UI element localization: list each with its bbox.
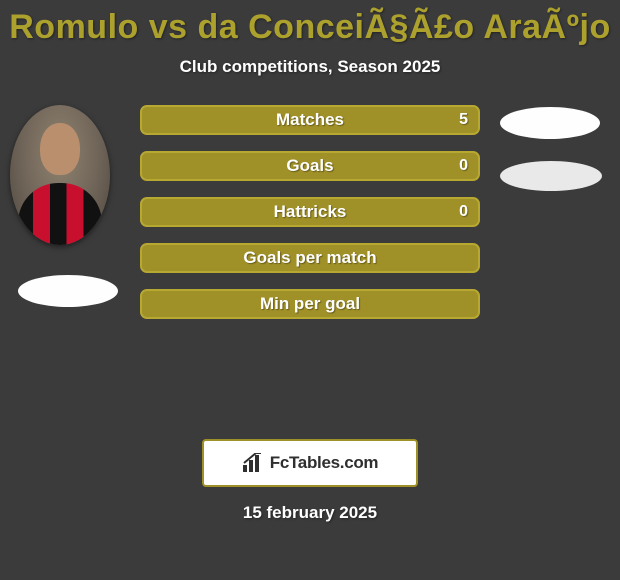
stat-bar-hattricks: Hattricks 0 [140,197,480,227]
placeholder-blob-right-2 [500,161,602,191]
placeholder-blob-left [18,275,118,307]
stat-bar-goals: Goals 0 [140,151,480,181]
stat-bar-goals-per-match: Goals per match [140,243,480,273]
stat-value: 0 [459,203,468,221]
stat-label: Goals [286,156,333,176]
bars-logo-icon [242,453,264,473]
player-left-avatar [10,105,110,245]
stat-bar-matches: Matches 5 [140,105,480,135]
date-label: 15 february 2025 [0,503,620,523]
stat-value: 0 [459,157,468,175]
stat-bar-min-per-goal: Min per goal [140,289,480,319]
stat-label: Hattricks [274,202,347,222]
stat-bars: Matches 5 Goals 0 Hattricks 0 Goals per … [140,105,480,335]
source-text: FcTables.com [270,453,379,473]
subtitle: Club competitions, Season 2025 [0,57,620,77]
stat-label: Matches [276,110,344,130]
stat-label: Min per goal [260,294,360,314]
page-title: Romulo vs da ConceiÃ§Ã£o AraÃºjo [0,0,620,47]
stat-label: Goals per match [243,248,376,268]
comparison-stage: Matches 5 Goals 0 Hattricks 0 Goals per … [0,95,620,435]
source-badge: FcTables.com [202,439,418,487]
placeholder-blob-right-1 [500,107,600,139]
stat-value: 5 [459,111,468,129]
